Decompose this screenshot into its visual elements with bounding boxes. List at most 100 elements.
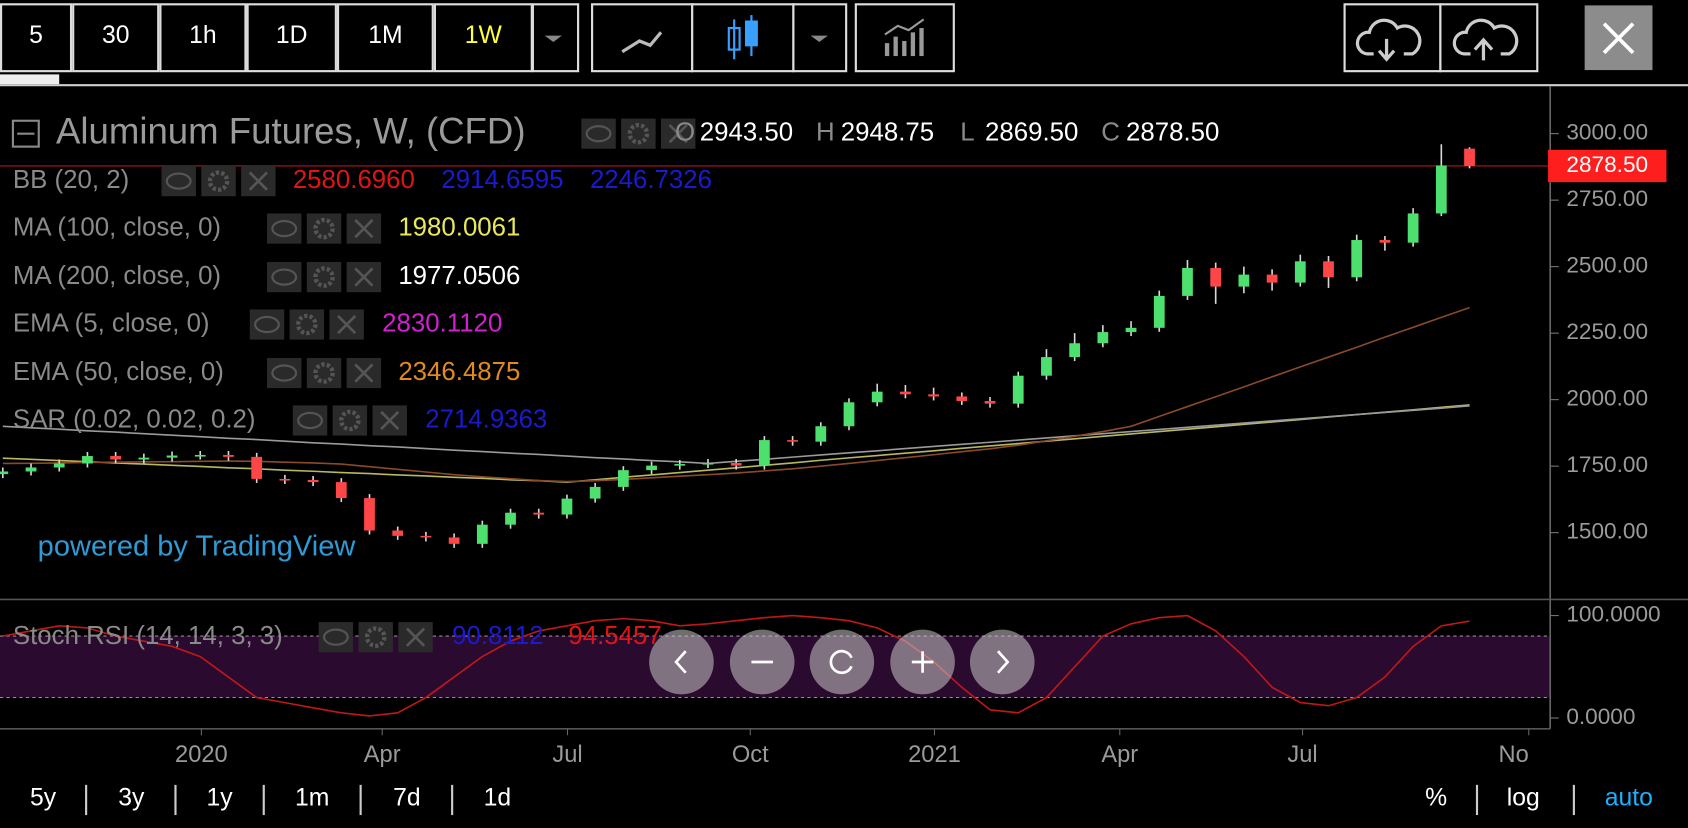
scroll-left-button[interactable] [649,629,714,695]
line-chart-button[interactable] [591,3,694,73]
indicator-value: 1977.0506 [398,262,520,290]
candle-body [476,524,488,544]
x-tick-label: Oct [732,742,769,768]
indicator-value: 2580.6960 [293,166,415,194]
candle-body [1182,267,1193,296]
ohlc-label: O [675,119,695,147]
candle-body [251,456,263,479]
eye-icon [297,411,323,430]
candle-body [589,486,601,499]
candle-body [900,391,911,395]
candle-body [25,467,37,472]
candle-body [1238,274,1250,287]
remove-icon [668,124,688,144]
eye-icon [271,364,298,382]
range-button[interactable]: 1y [207,784,234,811]
candle-body [1266,274,1278,283]
candle-body [1294,261,1306,283]
stoch-line [2,614,1470,717]
x-tick-label: Jul [1287,742,1317,768]
remove-icon [380,410,400,431]
range-button[interactable]: 1d [484,784,512,811]
reset-button[interactable] [809,629,875,695]
scale-button[interactable]: log [1507,784,1540,811]
nav-buttons [649,629,1035,695]
remove-icon [354,267,374,287]
interval-label: 1h [189,22,217,49]
scroll-indicator [0,74,60,85]
range-button[interactable]: 1m [295,784,329,811]
x-tick-label: Apr [1101,742,1138,768]
gear-icon [207,170,230,192]
stoch-title: Stoch RSI (14, 14, 3, 3) [13,622,283,650]
remove-icon [248,171,268,191]
candle-body [1041,357,1052,376]
gear-icon [313,217,335,240]
candle-body [646,465,657,471]
candle-body [1379,240,1391,243]
interval-button[interactable] [336,3,434,73]
plot-area [0,144,1551,717]
candle-body [1153,295,1165,328]
candle-body [984,400,996,404]
candle-body [843,402,855,427]
collapse-button[interactable] [11,119,40,148]
candle-body [674,464,686,466]
range-button[interactable]: 7d [393,784,421,811]
eye-icon [165,172,192,190]
ohlc-label: L [960,119,974,147]
interval-label: 1D [276,22,308,49]
close-icon [1602,22,1635,55]
candle-chart-button[interactable] [691,3,795,73]
interval-button[interactable] [246,3,337,73]
indicator-line [2,306,1470,483]
candle-body [815,426,827,442]
remove-icon [354,218,374,239]
interval-label: 1M [368,22,402,49]
indicator-value: 1980.0061 [398,213,520,241]
range-button[interactable]: 5y [30,784,57,811]
y-tick-label: 2750.00 [1566,186,1648,211]
interval-button[interactable] [433,3,533,73]
remove-icon [405,627,426,647]
x-tick-label: Jul [552,742,582,768]
interval-label: 5 [29,22,43,49]
candle-body [307,479,319,483]
candle-body [759,440,770,466]
y-tick-label: 0.0000 [1566,704,1635,729]
interval-label: 30 [102,22,130,49]
eye-icon [254,315,280,334]
candle-body [928,394,940,397]
candle-body [617,470,629,487]
y-tick-label: 2000.00 [1566,386,1648,411]
gear-icon [627,122,650,145]
candle-body [1464,148,1475,166]
range-button[interactable]: 3y [118,784,145,811]
ohlc-value: 2943.50 [700,119,793,147]
indicators-button[interactable] [854,3,955,73]
ohlc-value: 2878.50 [1126,119,1219,147]
icon [911,651,934,673]
dropdown-arrow [544,35,562,43]
interval-button[interactable] [159,3,247,73]
interval-button[interactable] [0,3,73,73]
x-tick-label: Apr [364,742,401,768]
ohlc-label: H [816,119,835,147]
scale-button[interactable]: % [1425,784,1447,811]
interval-button[interactable] [72,3,160,73]
candle-body [702,462,714,465]
ui-layer: 5 30 1h 1D 1M 1W 3000.00 2750.00 2500.00 2250.00 2… [0,3,1667,816]
interval-label: 1W [465,22,503,49]
gear-icon [296,313,318,336]
candle-body [82,456,93,464]
scale-button[interactable]: auto [1605,784,1653,811]
eye-icon [271,219,298,238]
scroll-right-button[interactable] [969,629,1035,695]
gear-icon [339,409,361,432]
remove-icon [354,363,374,383]
download-icon [1355,18,1422,56]
gear-icon [313,266,335,288]
ohlc-label: C [1101,119,1120,147]
